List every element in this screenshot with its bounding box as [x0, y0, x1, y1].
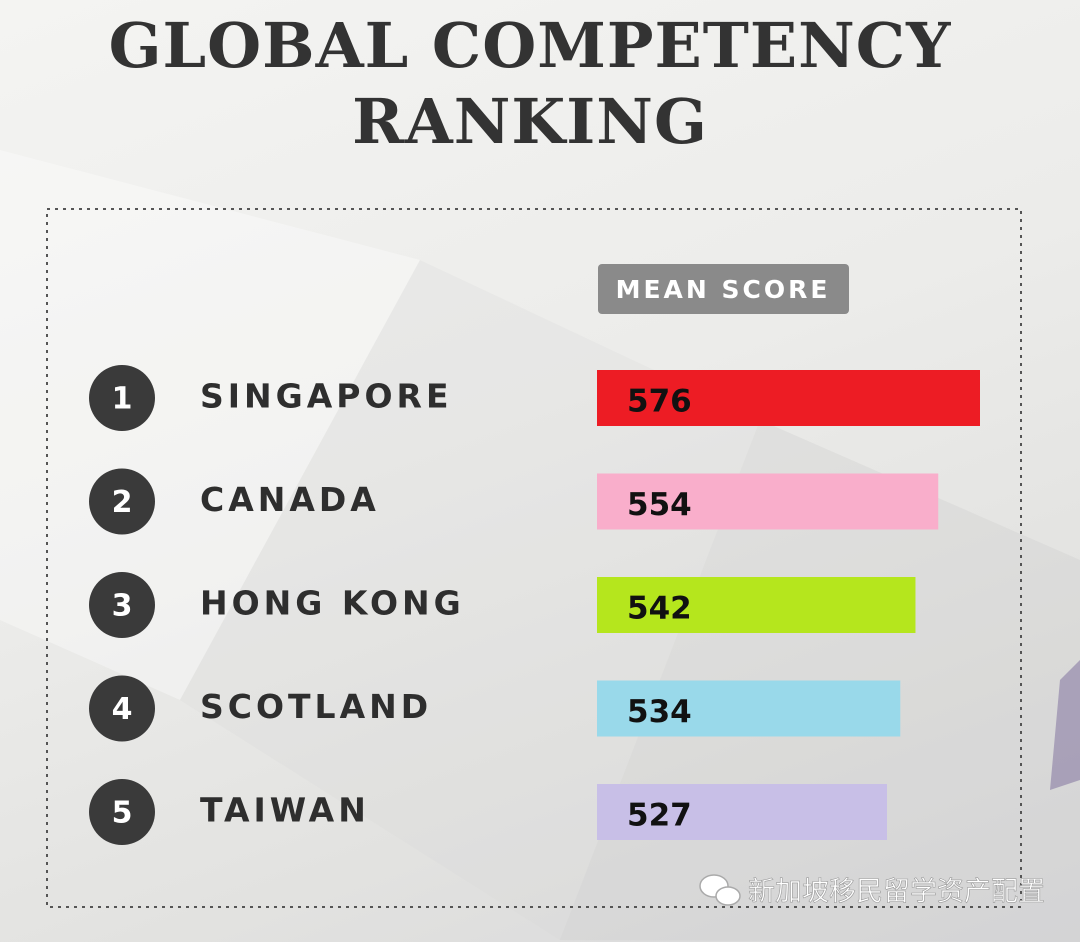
value-label: 527 [627, 798, 692, 834]
rank-badge [89, 779, 155, 845]
rank-number: 1 [112, 382, 133, 417]
rank-number: 4 [112, 692, 133, 727]
bg-shape [180, 260, 760, 940]
category-label: SINGAPORE [200, 377, 452, 416]
chart-title: GLOBAL COMPETENCY RANKING [80, 8, 980, 160]
rank-badge [89, 468, 155, 535]
bar [597, 370, 980, 426]
bg-shape [1050, 660, 1080, 790]
bar [597, 784, 887, 840]
header-box [598, 264, 849, 314]
category-label: HONG KONG [200, 584, 465, 623]
rank-badge [89, 572, 155, 638]
watermark: 新加坡移民留学资产配置 [748, 877, 1045, 908]
rank-badge [89, 675, 155, 742]
bar [597, 680, 901, 737]
category-label: TAIWAN [200, 791, 370, 830]
value-label: 534 [627, 694, 692, 730]
rank-badge [89, 365, 155, 431]
bar [597, 473, 939, 530]
dotted-frame [46, 208, 1022, 908]
bar [597, 577, 916, 633]
chart-title-text: GLOBAL COMPETENCY RANKING [108, 9, 952, 158]
value-label: 576 [627, 384, 692, 420]
rank-number: 2 [112, 485, 133, 520]
watermark-icon [699, 874, 741, 906]
value-header: MEAN SCORE [616, 275, 831, 304]
bg-shape [0, 150, 420, 700]
category-label: CANADA [200, 480, 380, 519]
rank-number: 5 [112, 796, 133, 831]
rank-number: 3 [112, 589, 133, 624]
category-label: SCOTLAND [200, 687, 432, 726]
value-label: 542 [627, 591, 692, 627]
value-label: 554 [627, 487, 692, 523]
